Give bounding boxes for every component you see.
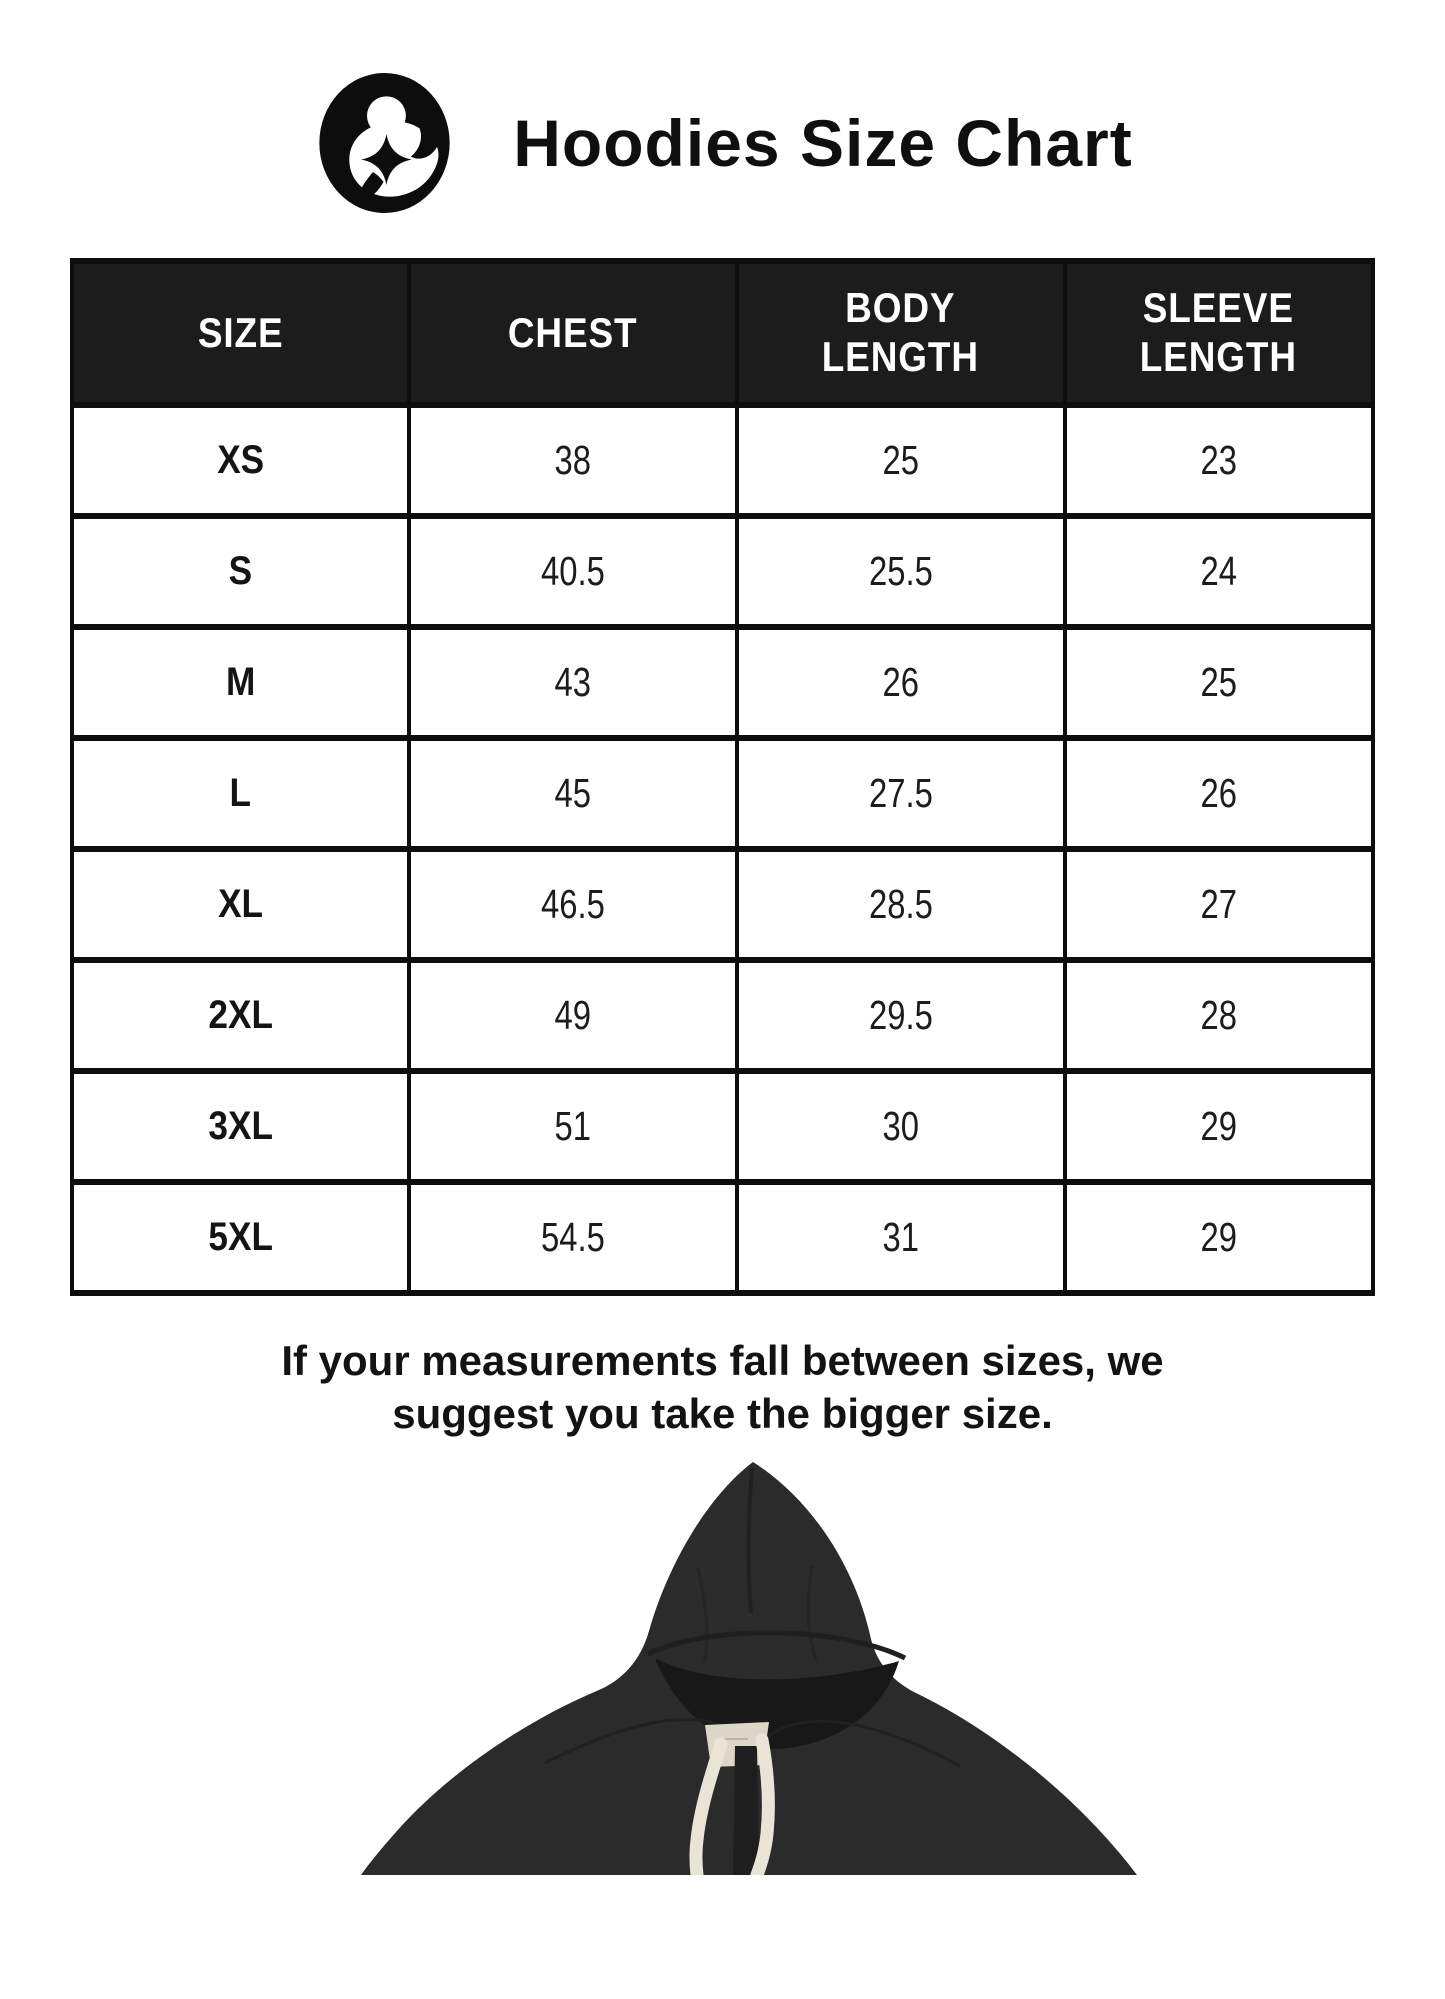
chest-cell: 40.5: [406, 513, 739, 630]
sleeve-length-value: 25: [1200, 659, 1238, 705]
chest-value: 45: [554, 770, 592, 816]
size-cell: M: [70, 624, 411, 741]
body-length-cell: 31: [734, 1179, 1067, 1296]
body-length-value: 26: [882, 659, 919, 705]
sleeve-length-value: 24: [1200, 548, 1238, 594]
column-header-label: CHEST: [508, 308, 638, 356]
body-length-cell: 27.5: [734, 735, 1067, 852]
size-label: XS: [216, 438, 264, 482]
chest-cell: 38: [406, 402, 739, 519]
body-length-value: 25.5: [868, 548, 933, 594]
sleeve-length-cell: 29: [1062, 1068, 1376, 1185]
table-row: XL 46.5 28.5 27: [70, 846, 1376, 963]
size-cell: XL: [70, 846, 411, 963]
chest-value: 38: [554, 437, 592, 483]
table-row: 3XL 51 30 29: [70, 1068, 1376, 1185]
chest-value: 54.5: [540, 1214, 605, 1260]
column-header-body-length: BODY LENGTH: [734, 258, 1067, 408]
table-row: L 45 27.5 26: [70, 735, 1376, 852]
body-length-cell: 26: [734, 624, 1067, 741]
body-length-cell: 25.5: [734, 513, 1067, 630]
size-cell: L: [70, 735, 411, 852]
chest-cell: 43: [406, 624, 739, 741]
hoodie-photo: [0, 1448, 1445, 1875]
body-length-cell: 29.5: [734, 957, 1067, 1074]
table-header-row: SIZE CHEST BODY LENGTH SLEEVE LENGTH: [70, 258, 1376, 408]
between-sizes-note: If your measurements fall between sizes,…: [281, 1337, 1164, 1437]
chest-value: 46.5: [540, 881, 605, 927]
column-header-label: SLEEVE LENGTH: [1140, 284, 1298, 380]
header: Hoodies Size Chart: [0, 72, 1445, 214]
sleeve-length-cell: 29: [1062, 1179, 1376, 1296]
chest-value: 49: [554, 992, 592, 1038]
chest-cell: 46.5: [406, 846, 739, 963]
size-cell: 2XL: [70, 957, 411, 1074]
table-row: 2XL 49 29.5 28: [70, 957, 1376, 1074]
column-header-label: BODY LENGTH: [822, 284, 980, 380]
size-label: S: [228, 549, 253, 593]
chest-value: 43: [554, 659, 592, 705]
sleeve-length-cell: 28: [1062, 957, 1376, 1074]
sleeve-length-cell: 27: [1062, 846, 1376, 963]
sleeve-length-value: 26: [1200, 770, 1238, 816]
sleeve-length-cell: 25: [1062, 624, 1376, 741]
size-label: 2XL: [208, 993, 273, 1037]
chest-value: 51: [554, 1103, 592, 1149]
sleeve-length-value: 23: [1200, 437, 1238, 483]
chest-cell: 51: [406, 1068, 739, 1185]
size-label: 3XL: [208, 1104, 273, 1148]
table-row: M 43 26 25: [70, 624, 1376, 741]
sleeve-length-cell: 26: [1062, 735, 1376, 852]
sleeve-length-value: 27: [1200, 881, 1238, 927]
size-cell: S: [70, 513, 411, 630]
body-length-value: 29.5: [868, 992, 933, 1038]
chest-value: 40.5: [540, 548, 605, 594]
size-chart-page: { "header": { "title": "Hoodies Size Cha…: [0, 72, 1445, 1999]
table-row: XS 38 25 23: [70, 402, 1376, 519]
sleeve-length-cell: 23: [1062, 402, 1376, 519]
table-row: 5XL 54.5 31 29: [70, 1179, 1376, 1296]
size-cell: XS: [70, 402, 411, 519]
size-cell: 5XL: [70, 1179, 411, 1296]
body-length-value: 31: [882, 1214, 919, 1260]
size-label: 5XL: [208, 1215, 273, 1259]
page-title: Hoodies Size Chart: [513, 106, 1133, 180]
column-header-size: SIZE: [70, 258, 411, 408]
body-length-value: 27.5: [868, 770, 933, 816]
column-header-chest: CHEST: [406, 258, 739, 408]
chest-cell: 54.5: [406, 1179, 739, 1296]
body-length-cell: 25: [734, 402, 1067, 519]
sleeve-length-value: 29: [1200, 1103, 1238, 1149]
size-label: XL: [217, 882, 263, 926]
chest-cell: 49: [406, 957, 739, 1074]
table-row: S 40.5 25.5 24: [70, 513, 1376, 630]
brand-logo-icon: [312, 72, 457, 214]
chest-cell: 45: [406, 735, 739, 852]
body-length-value: 25: [882, 437, 919, 483]
sleeve-length-value: 28: [1200, 992, 1238, 1038]
size-label: M: [225, 660, 256, 704]
column-header-sleeve-length: SLEEVE LENGTH: [1062, 258, 1376, 408]
body-length-value: 30: [882, 1103, 919, 1149]
size-chart-table: SIZE CHEST BODY LENGTH SLEEVE LENGTH XS …: [70, 258, 1376, 1296]
size-label: L: [229, 771, 252, 815]
body-length-cell: 28.5: [734, 846, 1067, 963]
sleeve-length-cell: 24: [1062, 513, 1376, 630]
body-length-cell: 30: [734, 1068, 1067, 1185]
black-hoodie-image: [361, 1462, 1137, 1875]
sleeve-length-value: 29: [1200, 1214, 1238, 1260]
body-length-value: 28.5: [868, 881, 933, 927]
size-cell: 3XL: [70, 1068, 411, 1185]
column-header-label: SIZE: [197, 308, 284, 356]
